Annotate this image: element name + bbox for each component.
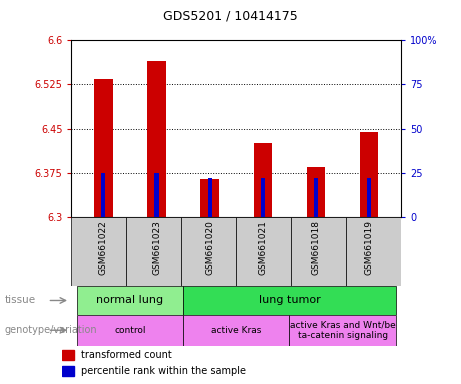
Text: genotype/variation: genotype/variation [5,325,97,335]
Text: GSM661023: GSM661023 [152,220,161,275]
Bar [254,143,272,217]
Text: active Kras: active Kras [211,326,261,335]
Bar [207,178,212,217]
Bar [183,315,290,346]
Bar [71,217,126,286]
Text: GSM661019: GSM661019 [365,220,374,275]
Bar [183,286,396,315]
Bar [290,315,396,346]
Bar [77,286,183,315]
Text: GSM661022: GSM661022 [99,220,108,275]
Bar [201,179,219,217]
Text: GSM661020: GSM661020 [205,220,214,275]
Bar [307,167,325,217]
Bar [77,315,183,346]
Text: transformed count: transformed count [81,350,172,360]
Bar [62,350,74,360]
Bar [360,132,378,217]
Bar [62,366,74,376]
Bar [261,178,265,217]
Bar [126,217,181,286]
Bar [181,217,236,286]
Text: normal lung: normal lung [96,295,164,306]
Text: lung tumor: lung tumor [259,295,320,306]
Bar [154,173,159,217]
Text: percentile rank within the sample: percentile rank within the sample [81,366,246,376]
Text: GSM661021: GSM661021 [258,220,267,275]
Bar [147,61,166,217]
Text: tissue: tissue [5,295,36,306]
Bar [367,178,371,217]
Text: GSM661018: GSM661018 [312,220,320,275]
Text: active Kras and Wnt/be
ta-catenin signaling: active Kras and Wnt/be ta-catenin signal… [290,321,396,340]
Bar [346,217,401,286]
Bar [101,173,106,217]
Text: control: control [114,326,146,335]
Bar [94,79,112,217]
Bar [314,178,318,217]
Bar [291,217,346,286]
Bar [236,217,291,286]
Text: GDS5201 / 10414175: GDS5201 / 10414175 [163,10,298,23]
